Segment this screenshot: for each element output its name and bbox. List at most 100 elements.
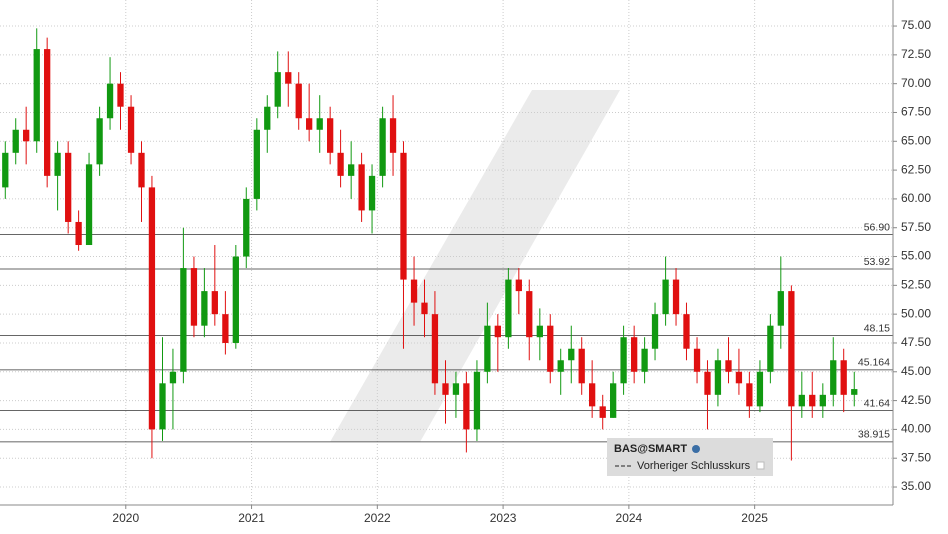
x-tick-label: 2023 [490, 511, 517, 525]
candle-body [327, 118, 334, 153]
candle-body [421, 302, 428, 315]
legend-box [607, 438, 773, 476]
level-label: 41.64 [864, 397, 890, 409]
candle-body [725, 360, 732, 372]
candle-body [557, 360, 564, 372]
candle-body [54, 152, 61, 176]
candle-body [159, 383, 166, 430]
candle-body [23, 129, 30, 142]
candle-body [274, 72, 281, 107]
y-tick-label: 42.50 [901, 393, 931, 407]
candle-body [306, 118, 313, 130]
candle-body [578, 348, 585, 384]
level-label: 38.915 [858, 429, 890, 441]
candle-body [830, 360, 837, 395]
legend-checkbox[interactable] [756, 461, 765, 470]
candle-body [788, 291, 795, 407]
candle-body [410, 279, 418, 303]
candle-body [631, 337, 638, 372]
y-tick-label: 40.00 [901, 422, 931, 436]
x-tick-label: 2021 [238, 511, 265, 525]
candle-body [442, 383, 449, 395]
candle-body [85, 164, 93, 246]
y-tick-label: 70.00 [901, 76, 931, 90]
candle-body [285, 72, 292, 84]
y-tick-label: 67.50 [901, 105, 931, 119]
candle-body [651, 314, 659, 349]
legend-icon [692, 445, 700, 453]
candle-body [746, 383, 753, 407]
candle-body [65, 152, 72, 222]
candle-body [798, 394, 805, 407]
level-label: 53.92 [864, 256, 890, 268]
candle-body [44, 49, 51, 176]
y-tick-label: 60.00 [901, 191, 931, 205]
candle-body [400, 152, 407, 280]
candle-body [662, 279, 669, 315]
y-tick-label: 37.50 [901, 450, 931, 464]
candle-body [180, 268, 187, 372]
candle-body [756, 371, 764, 407]
candle-body [735, 371, 743, 384]
y-tick-label: 55.00 [901, 249, 931, 263]
y-tick-label: 47.50 [901, 335, 931, 349]
candle-body [599, 406, 606, 418]
candle-body [264, 106, 271, 130]
candle-body [222, 314, 229, 343]
candle-body [431, 314, 439, 384]
candle-body [641, 348, 648, 372]
candle-body [819, 394, 826, 407]
candle-body [358, 164, 365, 211]
candle-body [526, 291, 533, 338]
candle-body [106, 83, 114, 119]
candle-body [568, 348, 575, 361]
candle-body [672, 279, 680, 315]
candle-body [75, 221, 82, 246]
candle-body [536, 325, 543, 338]
candle-body [117, 83, 124, 107]
candle-body [547, 325, 554, 372]
candle-body [589, 383, 596, 407]
candle-body [389, 118, 397, 153]
candle-body [127, 106, 135, 153]
candle-body [851, 389, 858, 395]
candle-body [2, 152, 9, 188]
y-tick-label: 52.50 [901, 278, 931, 292]
candle-body [494, 325, 501, 338]
candle-body [610, 383, 617, 418]
y-tick-label: 62.50 [901, 162, 931, 176]
candle-body [243, 198, 250, 257]
candle-body [348, 164, 355, 176]
candle-body [505, 279, 512, 338]
candle-body [484, 325, 491, 372]
level-label: 56.90 [864, 221, 890, 233]
legend: BAS@SMART Vorheriger Schlusskurs [607, 438, 773, 476]
x-tick-label: 2022 [364, 511, 391, 525]
candle-body [12, 129, 19, 153]
candle-body [379, 118, 386, 176]
candle-body [232, 256, 239, 343]
candle-body [316, 118, 323, 130]
legend-symbol: BAS@SMART [614, 443, 687, 455]
y-tick-label: 75.00 [901, 18, 931, 32]
candle-body [201, 291, 208, 326]
y-tick-label: 50.00 [901, 306, 931, 320]
candle-body [148, 187, 156, 430]
candle-body [620, 337, 627, 384]
candle-body [96, 118, 103, 165]
candle-body [463, 383, 470, 430]
candle-body [809, 394, 816, 407]
candle-body [452, 383, 460, 395]
candle-body [211, 291, 218, 315]
x-tick-label: 2025 [741, 511, 768, 525]
candle-body [704, 371, 711, 395]
candle-body [714, 360, 722, 395]
y-tick-label: 35.00 [901, 479, 931, 493]
candle-body [337, 152, 344, 176]
candle-body [693, 348, 701, 372]
candle-body [295, 83, 302, 119]
candle-body [683, 314, 690, 349]
candle-body [515, 279, 522, 292]
y-tick-label: 72.50 [901, 47, 931, 61]
